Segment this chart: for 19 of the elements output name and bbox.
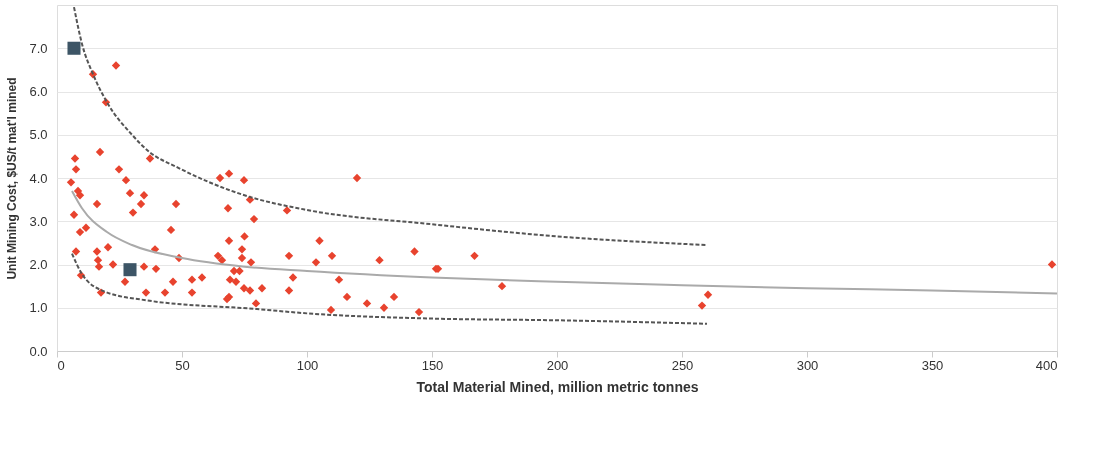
y-tick-label: 6.0 <box>29 84 48 99</box>
y-tick-label: 1.0 <box>29 300 48 316</box>
x-tick-label: 150 <box>421 357 444 373</box>
y-axis-title: Unit Mining Cost, $US/t mat'l mined <box>5 77 20 280</box>
x-tick-label: 100 <box>296 357 319 373</box>
y-tick-label: 0.0 <box>29 343 48 359</box>
y-tick-label: 4.0 <box>29 170 48 186</box>
x-tick-label: 0 <box>57 357 65 373</box>
x-axis-title: Total Material Mined, million metric tonnes <box>416 378 699 395</box>
y-tick-label: 7.0 <box>29 40 48 56</box>
x-tick-label: 200 <box>546 357 569 373</box>
y-tick-label: 5.0 <box>29 127 48 143</box>
x-tick-label: 400 <box>1035 357 1058 373</box>
x-tick-label: 350 <box>921 357 944 373</box>
y-tick-label: 3.0 <box>29 213 48 229</box>
x-tick-label: 50 <box>175 357 190 373</box>
x-tick-label: 250 <box>671 357 694 373</box>
x-tick-label: 300 <box>796 357 819 373</box>
y-tick-label: 2.0 <box>29 257 48 272</box>
